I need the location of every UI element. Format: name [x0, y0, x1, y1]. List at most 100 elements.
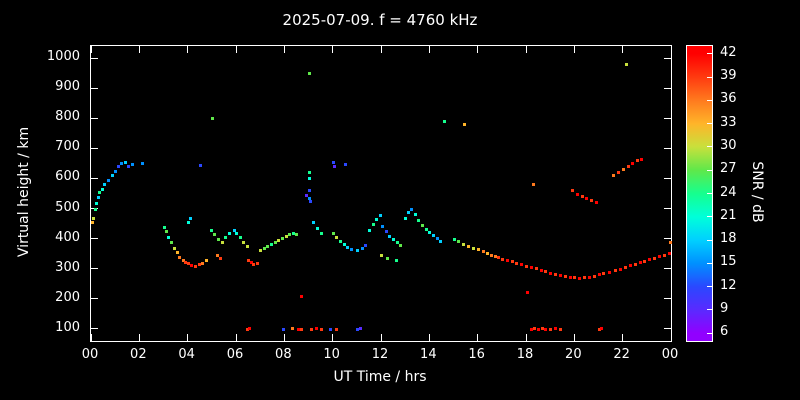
data-point	[295, 233, 299, 237]
data-point	[216, 237, 220, 241]
data-point	[307, 177, 311, 181]
data-point	[120, 162, 124, 166]
data-point	[493, 255, 497, 259]
data-point	[580, 194, 584, 198]
x-tick-mirror	[283, 46, 285, 53]
data-point	[224, 236, 228, 240]
data-point	[314, 326, 318, 330]
x-tick-label: 22	[613, 347, 630, 362]
x-tick-label: 04	[178, 347, 195, 362]
y-tick-mirror	[664, 298, 671, 300]
data-point	[510, 260, 514, 264]
x-tick-mirror	[332, 46, 334, 53]
data-point	[343, 163, 347, 166]
y-tick	[91, 57, 98, 59]
data-point	[587, 275, 591, 279]
x-tick	[90, 334, 92, 341]
x-tick	[332, 334, 334, 341]
data-point	[417, 218, 421, 222]
data-point	[428, 231, 432, 235]
y-tick-mirror	[664, 268, 671, 270]
x-tick-label: 10	[323, 347, 340, 362]
data-point	[335, 327, 339, 331]
data-point	[245, 245, 249, 249]
data-point	[558, 274, 562, 278]
data-point	[319, 231, 323, 235]
data-point	[568, 275, 572, 279]
x-tick-mirror	[622, 46, 624, 53]
x-axis-label: UT Time / hrs	[333, 369, 427, 385]
x-tick	[477, 334, 479, 341]
data-point	[505, 258, 509, 262]
data-point	[300, 295, 304, 299]
data-point	[123, 160, 127, 164]
data-point	[127, 164, 131, 168]
data-point	[399, 243, 403, 247]
data-point	[296, 327, 300, 331]
data-point	[529, 327, 533, 331]
data-point	[131, 163, 135, 166]
data-point	[270, 243, 274, 247]
data-point	[533, 327, 537, 331]
data-point	[288, 233, 292, 237]
data-point	[653, 256, 657, 260]
data-point	[309, 327, 313, 331]
data-point	[380, 254, 383, 258]
data-point	[540, 327, 544, 331]
data-point	[100, 187, 104, 191]
data-point	[648, 258, 652, 262]
x-tick	[138, 334, 140, 341]
data-point	[315, 227, 319, 231]
data-point	[667, 252, 671, 256]
colorbar-tick	[707, 216, 712, 218]
data-point	[621, 167, 625, 171]
data-point	[585, 197, 589, 200]
data-point	[355, 249, 359, 253]
colorbar-tick	[707, 169, 712, 171]
y-tick-label: 200	[55, 289, 80, 305]
colorbar-tick-label: 6	[720, 324, 729, 340]
data-point	[197, 263, 201, 267]
data-point	[331, 160, 335, 164]
y-tick	[91, 147, 98, 149]
data-point	[599, 327, 603, 331]
x-tick-label: 14	[420, 347, 437, 362]
data-point	[305, 194, 309, 197]
x-tick-mirror	[477, 46, 479, 53]
data-point	[619, 267, 623, 271]
data-point	[624, 265, 628, 269]
y-tick-mirror	[664, 208, 671, 210]
x-tick-mirror	[380, 46, 382, 53]
x-tick-label: 02	[130, 347, 147, 362]
data-point	[307, 197, 311, 200]
data-point	[471, 246, 475, 250]
data-point	[106, 178, 110, 182]
data-point	[435, 237, 439, 241]
data-point	[307, 189, 311, 193]
data-point	[638, 261, 642, 265]
data-point	[597, 327, 601, 331]
x-tick-mirror	[138, 46, 140, 53]
data-point	[204, 258, 208, 262]
x-tick-mirror	[90, 46, 92, 53]
data-point	[549, 271, 553, 275]
data-point	[335, 236, 339, 240]
data-point	[602, 272, 606, 276]
data-point	[573, 276, 577, 280]
x-tick-label: 20	[565, 347, 582, 362]
x-tick-mirror	[573, 46, 575, 53]
colorbar-tick-label: 36	[720, 91, 737, 107]
colorbar-tick-label: 9	[720, 300, 729, 316]
data-point	[273, 240, 277, 244]
data-point	[94, 201, 98, 205]
data-point	[597, 273, 601, 277]
data-point	[93, 207, 97, 211]
y-tick	[91, 117, 98, 119]
x-tick-label: 00	[81, 347, 99, 362]
colorbar-tick	[707, 309, 712, 311]
y-tick	[91, 298, 98, 300]
data-point	[395, 241, 399, 245]
colorbar-tick	[707, 332, 712, 334]
data-point	[307, 171, 311, 175]
